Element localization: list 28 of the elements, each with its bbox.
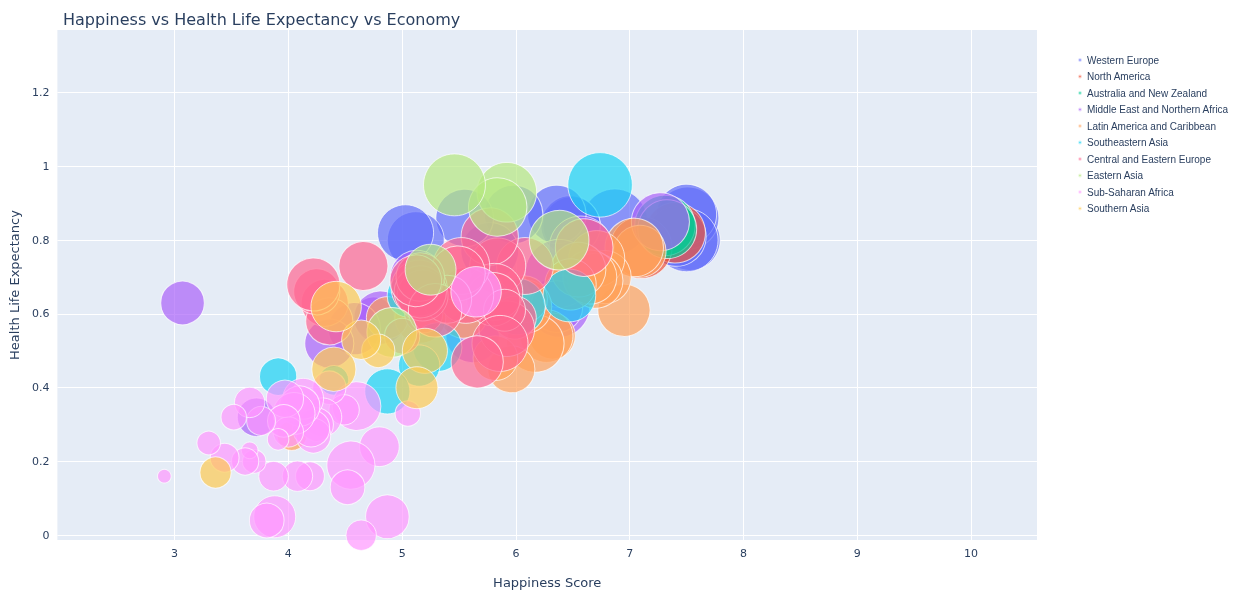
- legend-label: Southern Asia: [1087, 203, 1150, 214]
- legend-label: Southeastern Asia: [1087, 137, 1169, 148]
- x-tick-label: 5: [398, 547, 406, 560]
- x-tick-label: 8: [739, 547, 747, 560]
- y-tick-label: 1: [42, 159, 50, 173]
- legend-label: Middle East and Northern Africa: [1087, 104, 1229, 115]
- y-tick-label: 0.6: [31, 307, 50, 321]
- x-tick-label: 7: [626, 547, 634, 560]
- x-tick-label: 6: [512, 547, 520, 560]
- y-axis-title: Health Life Expectancy: [7, 209, 22, 360]
- legend-label: Australia and New Zealand: [1087, 87, 1208, 99]
- y-tick-label: 0.8: [31, 233, 50, 247]
- x-tick-label: 9: [853, 547, 861, 560]
- legend-label: Latin America and Caribbean: [1087, 120, 1216, 132]
- legend-label: Sub-Saharan Africa: [1087, 186, 1175, 198]
- x-tick-label: 10: [964, 547, 979, 560]
- y-tick-label: 0: [42, 528, 50, 542]
- y-tick-label: 0.4: [31, 381, 50, 395]
- x-tick-label: 3: [171, 547, 179, 560]
- legend-label: Central and Eastern Europe: [1087, 153, 1212, 165]
- legend-label: North America: [1087, 71, 1151, 82]
- legend-label: Western Europe: [1087, 54, 1160, 66]
- legend-label: Eastern Asia: [1087, 170, 1144, 181]
- y-tick-label: 1.2: [31, 86, 50, 100]
- y-tick-label: 0.2: [31, 454, 50, 468]
- chart-title: Happiness vs Health Life Expectancy vs Economy: [63, 9, 461, 29]
- x-tick-label: 4: [284, 547, 292, 560]
- x-axis-title: Happiness Score: [493, 575, 602, 590]
